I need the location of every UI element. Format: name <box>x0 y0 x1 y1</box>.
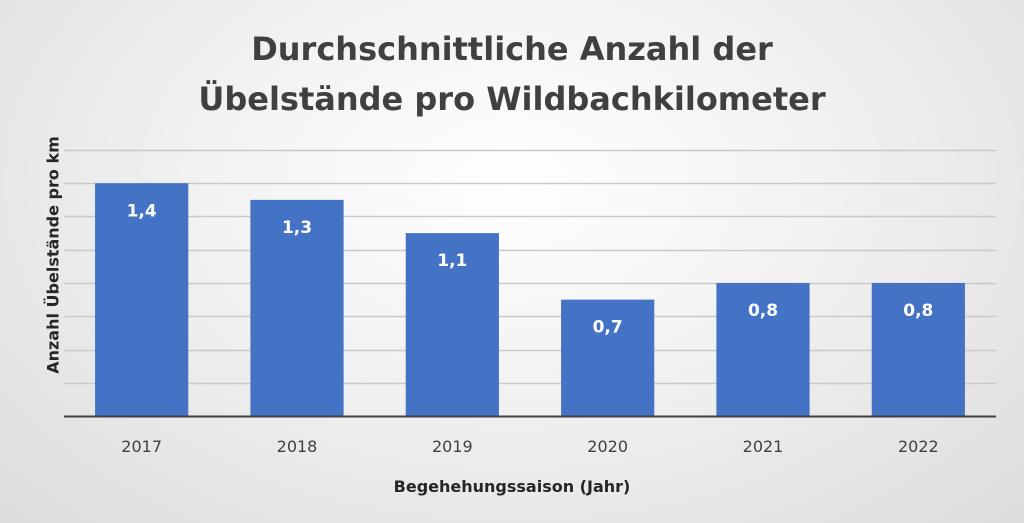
bar-2019 <box>405 233 499 416</box>
bar-2020 <box>561 299 655 416</box>
x-tick-label-2020: 2020 <box>587 437 628 456</box>
chart-title: Durchschnittliche Anzahl der Übelstände … <box>0 24 1024 124</box>
data-label-2018: 1,3 <box>282 218 312 238</box>
data-label-2017: 1,4 <box>127 201 157 221</box>
data-label-2019: 1,1 <box>437 251 467 271</box>
x-tick-label-2018: 2018 <box>277 437 318 456</box>
x-tick-label-2022: 2022 <box>898 437 939 456</box>
x-tick-label-2017: 2017 <box>121 437 162 456</box>
x-tick-label-2021: 2021 <box>743 437 784 456</box>
x-tick-label-2019: 2019 <box>432 437 473 456</box>
data-label-2021: 0,8 <box>748 301 778 321</box>
bar-2017 <box>95 183 189 416</box>
data-label-2020: 0,7 <box>593 318 623 338</box>
bar-2022 <box>871 283 965 416</box>
chart-title-line-2: Übelstände pro Wildbachkilometer <box>198 80 826 118</box>
bar-2018 <box>250 199 344 416</box>
chart-title-line-1: Durchschnittliche Anzahl der <box>251 30 773 68</box>
bar-2021 <box>716 283 810 416</box>
data-label-2022: 0,8 <box>903 301 933 321</box>
x-axis-label: Begehehungssaison (Jahr) <box>393 477 631 496</box>
